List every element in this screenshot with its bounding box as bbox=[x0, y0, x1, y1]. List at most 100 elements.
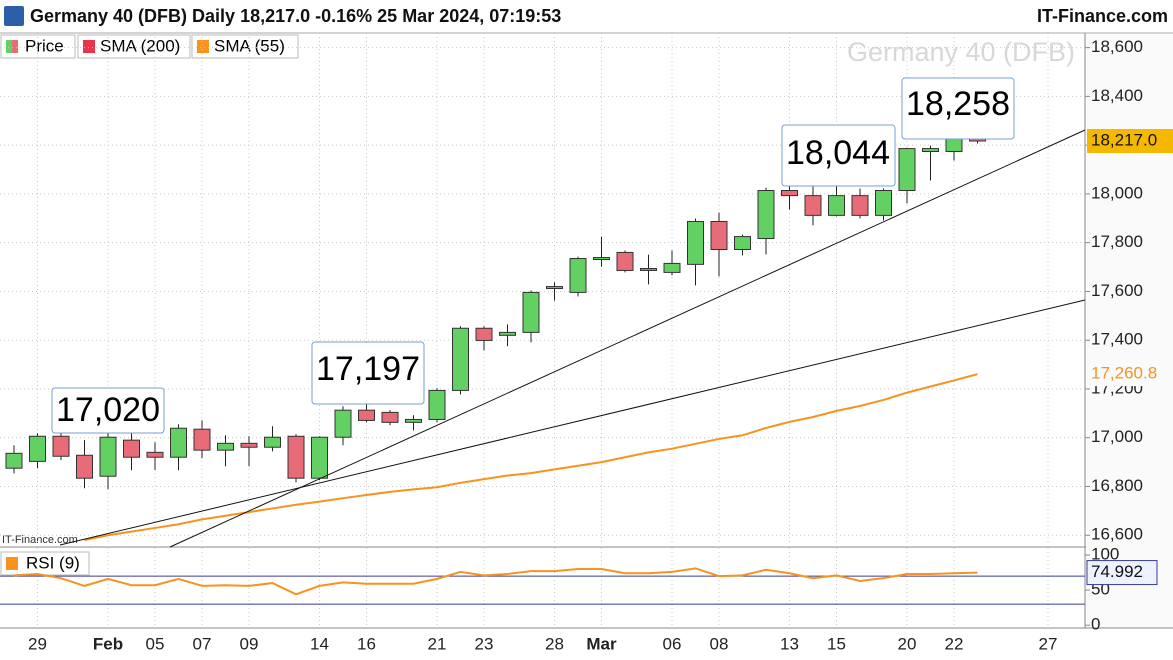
candle-body bbox=[99, 436, 117, 477]
candle-body bbox=[52, 435, 70, 457]
candle-body bbox=[593, 257, 610, 260]
candle-body bbox=[828, 195, 845, 216]
candle-body bbox=[381, 411, 399, 423]
x-tick-label: 07 bbox=[193, 634, 212, 653]
rsi-tick-label: 100 bbox=[1091, 545, 1119, 564]
candle-body bbox=[5, 452, 23, 469]
candle-body bbox=[287, 435, 305, 479]
candle-body bbox=[851, 195, 869, 216]
watermark: Germany 40 (DFB) bbox=[847, 37, 1075, 67]
footer-brand: IT-Finance.com bbox=[2, 534, 78, 546]
x-tick-label: 29 bbox=[28, 634, 47, 653]
candle-body bbox=[569, 258, 587, 293]
annotation: 18,258 bbox=[906, 85, 1010, 123]
x-tick-label: 08 bbox=[710, 634, 729, 653]
candle-body bbox=[29, 435, 46, 462]
legend-swatch bbox=[6, 40, 12, 53]
x-tick-label: 22 bbox=[945, 634, 964, 653]
candle-body bbox=[311, 436, 328, 479]
price-tag-label: 18,217.0 bbox=[1091, 130, 1157, 149]
x-tick-label: 23 bbox=[475, 634, 494, 653]
annotation-box bbox=[51, 387, 165, 434]
legend: Price SMA (200) SMA (55) bbox=[0, 34, 299, 59]
brand: IT-Finance.com bbox=[1037, 6, 1168, 26]
candle-body bbox=[475, 327, 493, 341]
x-tick-label: 21 bbox=[428, 634, 447, 653]
y-tick-label: 17,000 bbox=[1091, 427, 1143, 446]
candle-body bbox=[546, 286, 563, 290]
legend-swatch bbox=[197, 40, 209, 53]
x-tick-label: 16 bbox=[357, 634, 376, 653]
rsi-line bbox=[13, 567, 978, 596]
candle-body bbox=[710, 220, 728, 251]
legend-swatch bbox=[12, 40, 18, 53]
rsi-tag-label: 74.992 bbox=[1091, 562, 1143, 581]
legend-box bbox=[191, 34, 299, 59]
candle-body bbox=[616, 251, 634, 271]
candle-body bbox=[123, 439, 140, 458]
sma-tag-label: 17,260.8 bbox=[1091, 364, 1157, 383]
trend-line bbox=[59, 299, 1086, 546]
y-tick-label: 18,400 bbox=[1091, 86, 1143, 105]
candle-body bbox=[146, 451, 164, 458]
annotation-box bbox=[901, 77, 1015, 140]
candle-body bbox=[757, 190, 775, 240]
x-tick-label: 09 bbox=[240, 634, 259, 653]
y-tick-label: 16,600 bbox=[1091, 525, 1143, 544]
y-tick-label: 17,800 bbox=[1091, 232, 1143, 251]
y-tick-label: 17,600 bbox=[1091, 281, 1143, 300]
annotation-box bbox=[781, 124, 896, 187]
candle-body bbox=[405, 418, 422, 423]
candle-body bbox=[945, 137, 963, 152]
y-tick-label: 17,400 bbox=[1091, 330, 1143, 349]
annotation: 17,197 bbox=[316, 350, 420, 388]
candle-body bbox=[898, 148, 916, 192]
annotation: 17,020 bbox=[56, 391, 160, 429]
candle-body bbox=[452, 327, 469, 391]
y-tick-label: 16,800 bbox=[1091, 476, 1143, 495]
annotation-box bbox=[311, 341, 425, 405]
candle-body bbox=[804, 195, 822, 216]
candle-body bbox=[334, 409, 352, 438]
logo-icon bbox=[4, 6, 24, 26]
x-tick-label: 20 bbox=[898, 634, 917, 653]
candle-body bbox=[76, 454, 93, 479]
legend-box bbox=[77, 34, 191, 59]
sma-line bbox=[84, 373, 978, 542]
x-tick-label: 28 bbox=[545, 634, 564, 653]
candle-body bbox=[640, 268, 657, 271]
sma-tag bbox=[1087, 362, 1173, 387]
y-tick-label: 18,600 bbox=[1091, 37, 1143, 56]
x-tick-label: 13 bbox=[780, 634, 799, 653]
candle-body bbox=[875, 190, 892, 216]
x-tick-label: 06 bbox=[663, 634, 682, 653]
candle-body bbox=[358, 409, 375, 421]
x-tick-label: Feb bbox=[93, 634, 123, 653]
candle-body bbox=[922, 148, 939, 152]
x-tick-label: 05 bbox=[146, 634, 165, 653]
candle-body bbox=[217, 442, 234, 451]
legend-swatch bbox=[6, 557, 18, 570]
x-tick-label: 27 bbox=[1039, 634, 1058, 653]
candle-body bbox=[193, 428, 211, 451]
plot-area bbox=[0, 33, 1085, 628]
trend-line bbox=[169, 129, 1086, 548]
rsi-tag bbox=[1086, 560, 1158, 586]
chart-title: Germany 40 (DFB) Daily 18,217.0 -0.16% 2… bbox=[30, 6, 561, 26]
price-tag bbox=[1087, 129, 1173, 154]
candle-body bbox=[240, 442, 258, 448]
candle-body bbox=[781, 190, 798, 197]
candle-body bbox=[428, 389, 446, 420]
annotations: 17,020 17,197 18,044 18,258 bbox=[51, 77, 1015, 434]
candle-body bbox=[499, 331, 516, 336]
x-tick-label: 14 bbox=[310, 634, 329, 653]
candle-body bbox=[522, 291, 540, 333]
legend-label: SMA (200) bbox=[100, 36, 180, 55]
legend-swatch bbox=[83, 40, 95, 53]
candle-body bbox=[170, 427, 187, 458]
x-tick-label: Mar bbox=[586, 634, 617, 653]
candle-body bbox=[687, 220, 704, 265]
rsi-legend-label: RSI (9) bbox=[26, 553, 80, 572]
y-tick-label: 18,000 bbox=[1091, 183, 1143, 202]
